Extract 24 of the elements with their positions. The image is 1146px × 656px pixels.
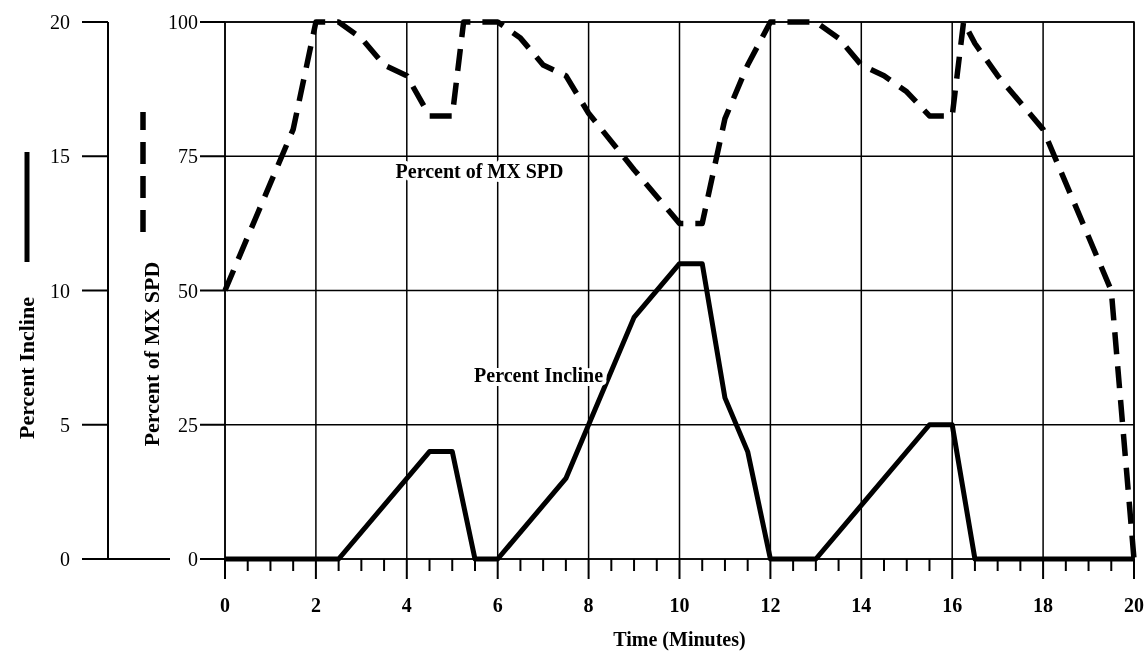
x-tick-label: 0 bbox=[220, 594, 230, 616]
x-axis-title: Time (Minutes) bbox=[613, 628, 746, 651]
y2-tick-label: 0 bbox=[188, 548, 198, 570]
y2-tick-label: 25 bbox=[178, 413, 198, 436]
x-tick-label: 16 bbox=[942, 594, 963, 616]
x-tick-label: 4 bbox=[401, 594, 412, 616]
x-tick-label: 8 bbox=[583, 594, 594, 616]
y-tick-label: 5 bbox=[60, 413, 70, 436]
x-tick-label: 2 bbox=[310, 594, 321, 616]
x-tick-label: 12 bbox=[760, 594, 781, 616]
y-tick-label: 20 bbox=[50, 11, 70, 33]
x-tick-label: 20 bbox=[1124, 594, 1144, 616]
y-tick-label: 10 bbox=[50, 279, 70, 302]
y2-tick-label: 100 bbox=[168, 11, 198, 33]
x-tick-label: 6 bbox=[492, 594, 503, 616]
x-tick-label: 14 bbox=[851, 594, 872, 616]
x-tick-label: 10 bbox=[669, 594, 690, 616]
y-axis-title: Percent Incline bbox=[14, 296, 39, 439]
y2-tick-label: 50 bbox=[178, 279, 198, 302]
y-tick-label: 15 bbox=[50, 145, 70, 168]
y-tick-label: 0 bbox=[60, 548, 70, 570]
y2-tick-label: 75 bbox=[178, 145, 198, 168]
y2-axis-title: Percent of MX SPD bbox=[139, 261, 164, 447]
x-tick-label: 18 bbox=[1033, 594, 1054, 616]
